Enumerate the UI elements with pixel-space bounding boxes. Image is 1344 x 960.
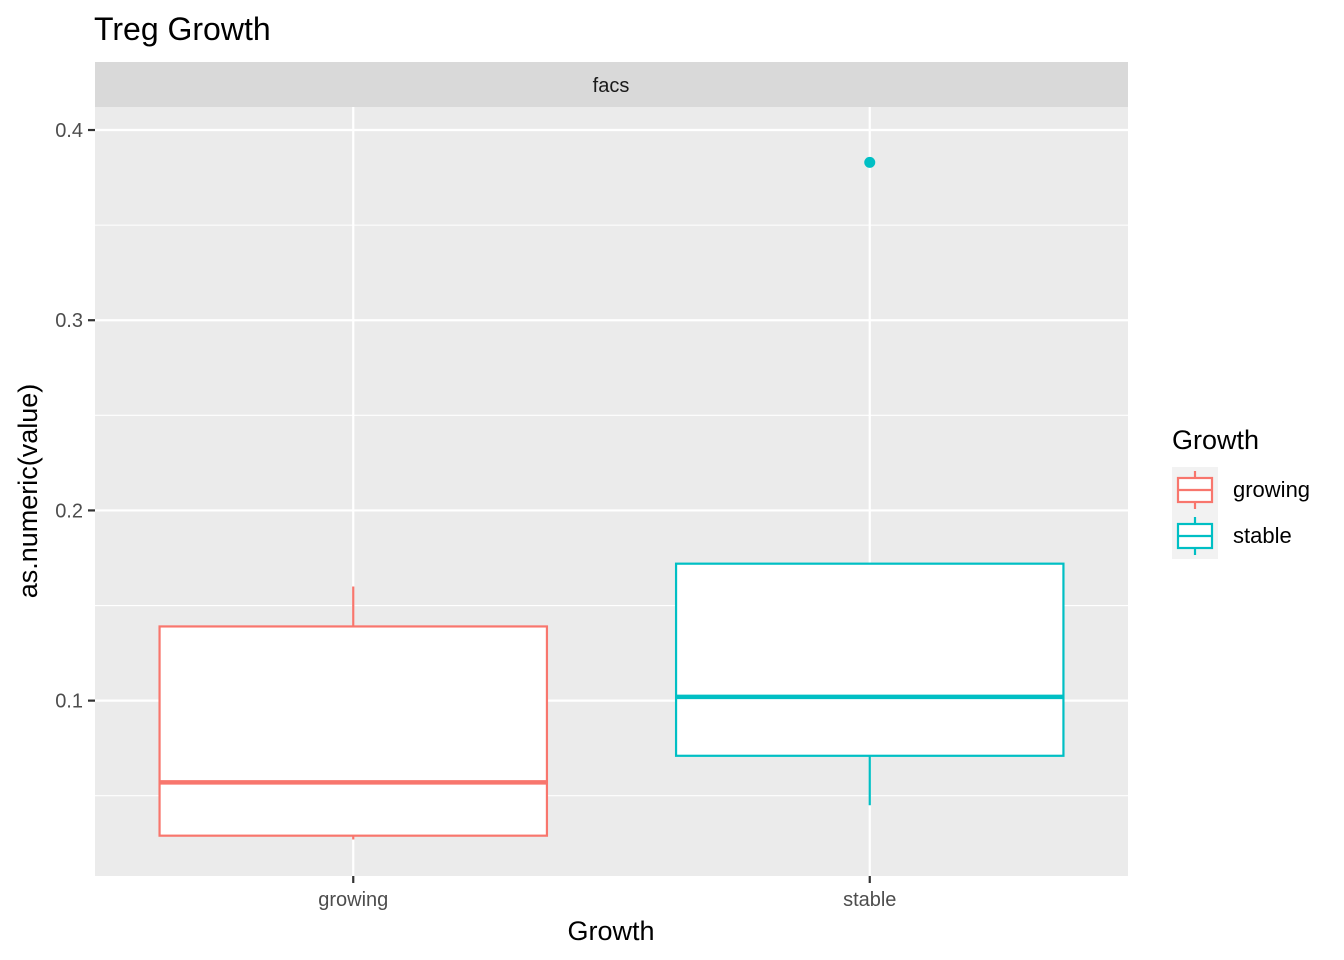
x-tick-label: stable — [843, 889, 896, 911]
legend-label: stable — [1233, 523, 1292, 548]
x-axis: growing stable — [318, 876, 896, 911]
y-axis-title: as.numeric(value) — [13, 384, 43, 599]
facet-label: facs — [593, 75, 630, 97]
y-tick-label: 0.3 — [55, 310, 83, 332]
outlier-point — [864, 156, 876, 168]
facet-strip — [95, 62, 1128, 107]
legend: Growth growing stable — [1172, 425, 1310, 559]
x-tick-label: growing — [318, 889, 388, 911]
legend-title: Growth — [1172, 425, 1259, 455]
legend-item-growing: growing — [1172, 467, 1310, 513]
box-body — [674, 562, 1065, 757]
legend-item-stable: stable — [1172, 513, 1292, 559]
x-axis-title: Growth — [567, 916, 654, 946]
y-axis: 0.1 0.2 0.3 0.4 — [55, 120, 95, 713]
box-stable — [674, 156, 1065, 806]
box-growing — [158, 586, 549, 840]
legend-label: growing — [1233, 477, 1310, 502]
boxes — [158, 156, 1065, 840]
box-body — [158, 625, 549, 837]
chart-title: Treg Growth — [94, 11, 271, 47]
y-tick-label: 0.2 — [55, 500, 83, 522]
y-tick-label: 0.4 — [55, 120, 83, 142]
y-tick-label: 0.1 — [55, 691, 83, 713]
